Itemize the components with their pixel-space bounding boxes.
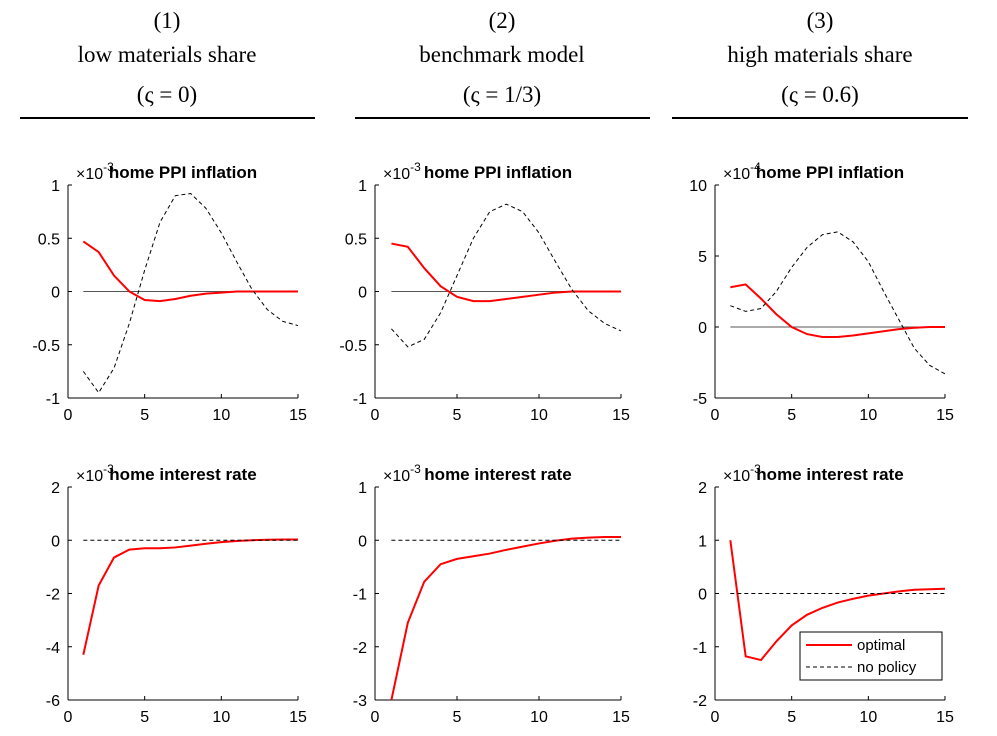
series-line (729, 540, 946, 662)
y-tick-label: 1 (698, 533, 707, 550)
y-tick-label: 0 (698, 587, 707, 604)
column-label: benchmark model (419, 42, 584, 67)
series-line (730, 231, 946, 375)
chart-title: home PPI inflation (109, 163, 257, 182)
y-tick-label: 0 (698, 320, 707, 337)
x-tick-label: 15 (289, 709, 307, 726)
x-tick-label: 10 (530, 709, 548, 726)
column-label: low materials share (78, 42, 257, 67)
y-tick-label: 0.5 (38, 231, 60, 248)
column-param: (ς = 1/3) (463, 82, 541, 107)
column-param: (ς = 0) (137, 82, 197, 107)
y-tick-label: 10 (689, 178, 707, 195)
y-tick-label: -3 (353, 693, 367, 710)
x-tick-label: 5 (453, 407, 462, 424)
series-line (730, 283, 945, 338)
x-tick-label: 0 (371, 709, 380, 726)
exponent-base: ×10 (723, 468, 750, 485)
exponent-base: ×10 (383, 166, 410, 183)
legend-label: optimal (857, 637, 905, 654)
x-tick-label: 10 (212, 709, 230, 726)
y-tick-label: -2 (693, 693, 707, 710)
column-param: (ς = 0.6) (781, 82, 859, 107)
x-tick-label: 10 (859, 407, 877, 424)
chart-title: home interest rate (109, 465, 256, 484)
axis-exponent: ×10-3 (383, 462, 421, 485)
y-tick-label: -2 (353, 640, 367, 657)
axis-exponent: ×10-4 (723, 160, 761, 183)
exponent-base: ×10 (383, 468, 410, 485)
y-tick-label: -6 (46, 693, 60, 710)
y-tick-label: 1 (358, 178, 367, 195)
y-tick-label: -0.5 (339, 338, 367, 355)
legend-label: no policy (857, 659, 917, 676)
y-tick-label: 0.5 (345, 231, 367, 248)
exponent-base: ×10 (76, 468, 103, 485)
y-tick-label: 5 (698, 249, 707, 266)
axis-exponent: ×10-3 (383, 160, 421, 183)
y-tick-label: 0 (358, 533, 367, 550)
y-tick-label: 0 (51, 533, 60, 550)
y-tick-label: -1 (353, 587, 367, 604)
exponent-power: -3 (103, 462, 114, 476)
legend-box (799, 631, 943, 681)
y-tick-label: -4 (46, 640, 60, 657)
axis-exponent: ×10-3 (76, 160, 114, 183)
axis-exponent: ×10-3 (723, 462, 761, 485)
chart-title: home PPI inflation (424, 163, 572, 182)
x-tick-label: 5 (787, 709, 796, 726)
x-tick-label: 0 (64, 709, 73, 726)
series-line (390, 536, 621, 701)
y-tick-label: 0 (51, 285, 60, 302)
x-tick-label: 15 (612, 709, 630, 726)
x-tick-label: 0 (711, 709, 720, 726)
exponent-base: ×10 (723, 166, 750, 183)
y-tick-label: -1 (693, 640, 707, 657)
chart-title: home PPI inflation (756, 163, 904, 182)
x-tick-label: 5 (453, 709, 462, 726)
exponent-power: -3 (410, 462, 421, 476)
column-label: high materials share (727, 42, 912, 67)
x-tick-label: 15 (936, 709, 954, 726)
exponent-power: -3 (103, 160, 114, 174)
x-tick-label: 0 (64, 407, 73, 424)
series-line (82, 192, 299, 394)
x-tick-label: 0 (711, 407, 720, 424)
x-tick-label: 10 (859, 709, 877, 726)
exponent-base: ×10 (76, 166, 103, 183)
series-line (391, 242, 621, 303)
y-tick-label: 1 (358, 480, 367, 497)
x-tick-label: 5 (787, 407, 796, 424)
column-number: (1) (154, 8, 181, 33)
series-line (82, 538, 298, 655)
y-tick-label: -1 (353, 391, 367, 408)
y-tick-label: 1 (51, 178, 60, 195)
y-tick-label: -2 (46, 587, 60, 604)
y-tick-label: 2 (698, 480, 707, 497)
chart-title: home interest rate (756, 465, 903, 484)
exponent-power: -4 (750, 160, 761, 174)
exponent-power: -3 (750, 462, 761, 476)
series-line (82, 240, 298, 303)
x-tick-label: 5 (140, 709, 149, 726)
y-tick-label: -5 (693, 391, 707, 408)
y-tick-label: -0.5 (32, 338, 60, 355)
axis-exponent: ×10-3 (76, 462, 114, 485)
column-number: (3) (807, 8, 834, 33)
series-line (391, 203, 622, 348)
y-tick-label: 0 (358, 285, 367, 302)
chart-title: home interest rate (424, 465, 571, 484)
x-tick-label: 15 (289, 407, 307, 424)
y-tick-label: -1 (46, 391, 60, 408)
x-tick-label: 0 (371, 407, 380, 424)
x-tick-label: 15 (936, 407, 954, 424)
x-tick-label: 10 (530, 407, 548, 424)
x-tick-label: 5 (140, 407, 149, 424)
x-tick-label: 15 (612, 407, 630, 424)
x-tick-label: 10 (212, 407, 230, 424)
y-tick-label: 2 (51, 480, 60, 497)
exponent-power: -3 (410, 160, 421, 174)
column-number: (2) (489, 8, 516, 33)
